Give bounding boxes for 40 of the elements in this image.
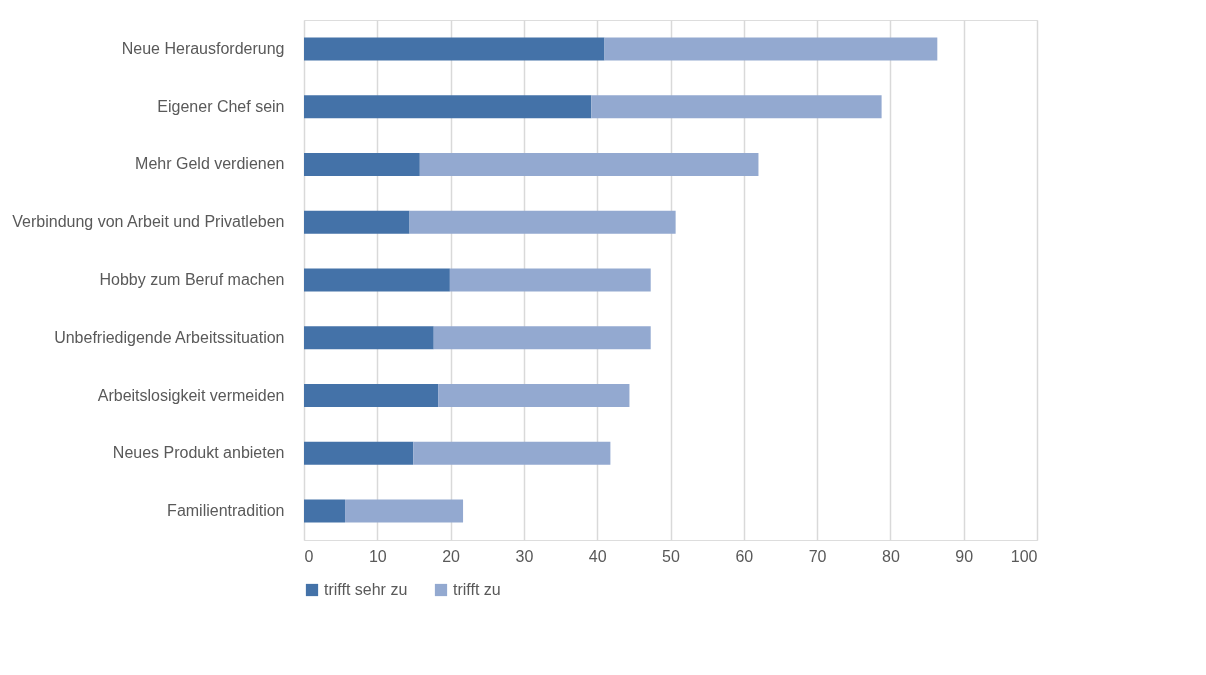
y-tick-label: Verbindung von Arbeit und Privatleben bbox=[12, 213, 285, 231]
x-tick-label: 20 bbox=[442, 547, 461, 565]
x-tick-label: 60 bbox=[735, 547, 754, 565]
bar bbox=[304, 95, 592, 119]
x-tick-label: 30 bbox=[515, 547, 534, 565]
y-tick-label: Arbeitslosigkeit vermeiden bbox=[97, 386, 285, 404]
bar bbox=[304, 441, 414, 465]
bar bbox=[304, 210, 410, 234]
bar bbox=[433, 326, 651, 350]
bar bbox=[449, 268, 651, 292]
x-tick-label: 0 bbox=[304, 547, 314, 565]
bar bbox=[304, 152, 420, 176]
bar bbox=[591, 95, 882, 119]
x-tick-label: 10 bbox=[368, 547, 387, 565]
bar bbox=[304, 499, 346, 523]
x-tick-label: 100 bbox=[1010, 547, 1038, 565]
bar bbox=[304, 268, 450, 292]
x-tick-label: 70 bbox=[808, 547, 827, 565]
bar bbox=[419, 152, 759, 176]
bar bbox=[438, 384, 630, 408]
bar bbox=[604, 37, 938, 61]
y-tick-label: Familientradition bbox=[167, 502, 285, 520]
y-tick-label: Eigener Chef sein bbox=[157, 97, 285, 115]
y-tick-label: Mehr Geld verdienen bbox=[135, 155, 285, 173]
y-tick-label: Unbefriedigende Arbeitssituation bbox=[54, 328, 285, 346]
bar bbox=[304, 384, 439, 408]
bar bbox=[409, 210, 676, 234]
x-tick-label: 90 bbox=[955, 547, 974, 565]
bar bbox=[304, 37, 605, 61]
legend-label: trifft sehr zu bbox=[324, 581, 408, 598]
legend-label: trifft zu bbox=[453, 581, 501, 598]
y-tick-label: Neue Herausforderung bbox=[121, 39, 285, 57]
bar bbox=[304, 326, 434, 350]
x-tick-label: 50 bbox=[662, 547, 680, 565]
y-tick-label: Hobby zum Beruf machen bbox=[99, 271, 285, 288]
bar bbox=[413, 441, 611, 465]
bar bbox=[345, 499, 464, 523]
x-tick-label: 80 bbox=[882, 547, 900, 565]
y-tick-label: Neues Produkt anbieten bbox=[112, 444, 285, 462]
x-tick-label: 40 bbox=[588, 547, 607, 565]
